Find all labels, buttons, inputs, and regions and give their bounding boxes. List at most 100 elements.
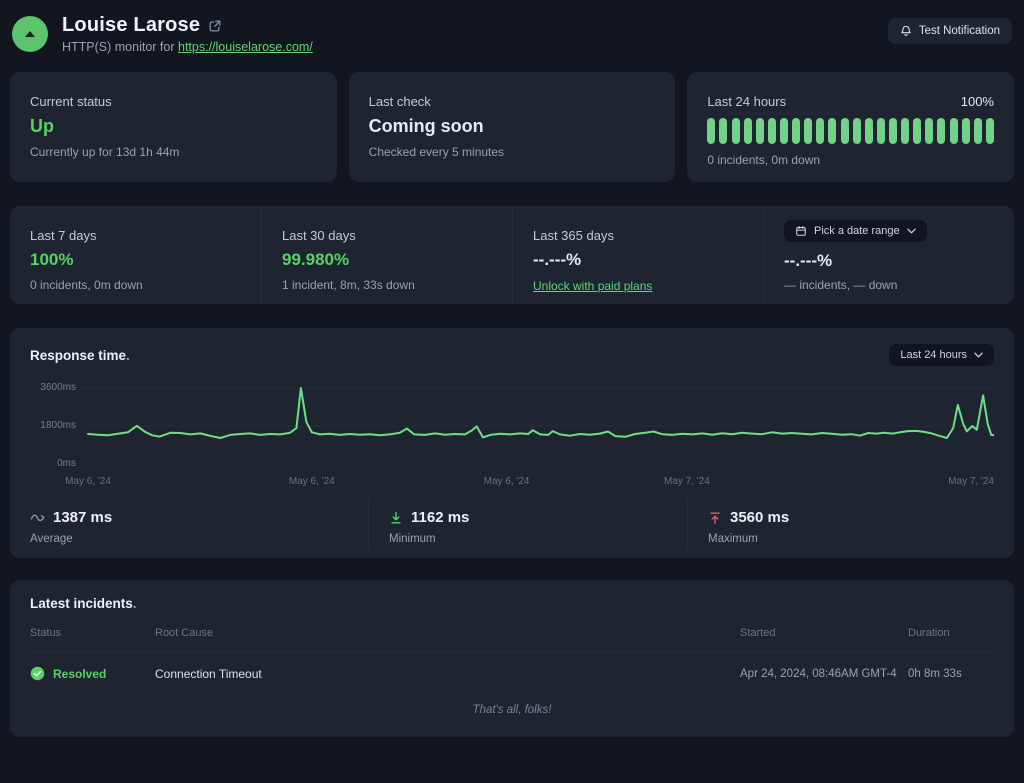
incident-started: Apr 24, 2024, 08:46AM GMT-4	[740, 667, 897, 680]
latest-incidents-title: Latest incidents.	[30, 596, 137, 611]
last-24-hours-label: Last 24 hours	[707, 94, 787, 109]
uptime-bar	[913, 118, 922, 144]
uptime-30-days-value: 99.980%	[282, 250, 350, 269]
average-wave-icon	[30, 510, 45, 525]
uptime-bar	[864, 118, 873, 144]
uptime-custom-value: --.---%	[784, 251, 833, 270]
last-24-hours-card: Last 24 hours 100% 0 incidents, 0m down	[687, 72, 1014, 182]
uptime-ranges-card: Last 7 days 100% 0 incidents, 0m down La…	[10, 206, 1014, 304]
current-status-label: Current status	[30, 94, 112, 109]
arrow-down-to-line-icon	[389, 511, 403, 525]
uptime-30-days-note: 1 incident, 8m, 33s down	[282, 278, 415, 292]
uptime-bar	[755, 118, 764, 144]
chart-range-dropdown[interactable]: Last 24 hours	[889, 344, 994, 366]
uptime-bar	[949, 118, 958, 144]
uptime-bar	[985, 118, 994, 144]
uptime-bar	[743, 118, 752, 144]
x-axis-tick: May 7, '24	[663, 476, 710, 487]
x-axis-tick: May 6, '24	[483, 476, 530, 487]
incidents-footer: That's all, folks!	[472, 704, 552, 716]
uptime-365-days-label: Last 365 days	[533, 228, 614, 243]
x-axis-tick: May 6, '24	[288, 476, 335, 487]
uptime-7-days-label: Last 7 days	[30, 228, 97, 243]
incident-status: Resolved	[53, 666, 107, 681]
monitor-subtitle: HTTP(S) monitor for https://louiselarose…	[62, 40, 874, 54]
stat-average-label: Average	[30, 533, 73, 545]
uptime-30-days-label: Last 30 days	[282, 228, 356, 243]
uptime-bar	[888, 118, 897, 144]
external-link-icon[interactable]	[208, 19, 222, 33]
last-24-hours-percent: 100%	[960, 94, 994, 109]
last-check-card: Last check Coming soon Checked every 5 m…	[348, 72, 676, 182]
x-axis-tick: May 6, '24	[65, 476, 111, 487]
uptime-7-days: Last 7 days 100% 0 incidents, 0m down	[10, 206, 261, 304]
current-status-card: Current status Up Currently up for 13d 1…	[10, 72, 337, 182]
incident-row: Resolved Connection Timeout Apr 24, 2024…	[30, 652, 994, 695]
y-axis-tick: 3600ms	[40, 382, 76, 393]
response-stats-row: 1387 ms Average 1162 ms Minimum	[30, 500, 994, 549]
uptime-custom-note: — incidents, — down	[784, 278, 898, 292]
uptime-bar	[719, 118, 728, 144]
chevron-down-icon	[906, 228, 916, 234]
response-chart-svg	[82, 387, 994, 465]
uptime-bar	[816, 118, 825, 144]
title-accent-dot: .	[132, 596, 137, 611]
uptime-bar	[779, 118, 788, 144]
status-page: Louise Larose HTTP(S) monitor for https:…	[10, 8, 1014, 737]
uptime-custom-range: Pick a date range --.---% — incidents, —…	[763, 206, 1014, 304]
uptime-bar	[792, 118, 801, 144]
col-started: Started	[740, 627, 776, 639]
uptime-bar	[731, 118, 740, 144]
title-accent-dot: .	[126, 347, 130, 363]
last-check-label: Last check	[368, 94, 431, 109]
uptime-bar	[876, 118, 885, 144]
chevron-down-icon	[974, 352, 983, 358]
x-axis-tick: May 7, '24	[948, 476, 994, 487]
test-notification-label: Test Notification	[918, 25, 1000, 37]
monitor-header: Louise Larose HTTP(S) monitor for https:…	[10, 8, 1014, 64]
chart-area: 0ms 1800ms 3600ms	[30, 380, 994, 472]
uptime-bar	[767, 118, 776, 144]
uptime-bar	[804, 118, 813, 144]
unlock-paid-plans-link[interactable]: Unlock with paid plans	[533, 279, 653, 293]
current-status-value: Up	[30, 116, 54, 136]
uptime-bar	[937, 118, 946, 144]
last-check-value: Coming soon	[368, 116, 484, 136]
subtitle-prefix: HTTP(S) monitor for	[62, 40, 178, 54]
calendar-icon	[795, 225, 807, 237]
y-axis-tick: 0ms	[57, 458, 76, 469]
uptime-bar	[840, 118, 849, 144]
date-range-picker-button[interactable]: Pick a date range	[784, 220, 927, 242]
col-duration: Duration	[908, 627, 950, 639]
up-caret-icon	[25, 31, 35, 37]
uptime-7-days-note: 0 incidents, 0m down	[30, 278, 143, 292]
monitor-url-link[interactable]: https://louiselarose.com/	[178, 40, 313, 54]
stat-average: 1387 ms Average	[30, 500, 368, 549]
date-range-picker-label: Pick a date range	[814, 225, 900, 237]
chart-range-label: Last 24 hours	[900, 349, 967, 361]
last-check-note: Checked every 5 minutes	[368, 145, 505, 159]
uptime-bar	[828, 118, 837, 144]
uptime-30-days: Last 30 days 99.980% 1 incident, 8m, 33s…	[261, 206, 512, 304]
incident-root-cause: Connection Timeout	[155, 666, 262, 681]
latest-incidents-card: Latest incidents. Status Root Cause Star…	[10, 580, 1014, 737]
uptime-bar	[707, 118, 716, 144]
uptime-bar	[925, 118, 934, 144]
col-status: Status	[30, 627, 62, 639]
uptime-bar	[852, 118, 861, 144]
uptime-bar	[961, 118, 970, 144]
x-axis-labels: May 6, '24 May 6, '24 May 6, '24 May 7, '24…	[30, 472, 994, 490]
response-time-card: Response time. Last 24 hours 0ms 1800ms 36…	[10, 328, 1014, 558]
response-time-title: Response time.	[30, 347, 130, 363]
uptime-bars	[707, 118, 994, 144]
uptime-bar	[973, 118, 982, 144]
monitor-title: Louise Larose	[62, 14, 201, 36]
uptime-7-days-value: 100%	[30, 250, 74, 269]
col-root-cause: Root Cause	[155, 627, 214, 639]
test-notification-button[interactable]: Test Notification	[887, 18, 1012, 44]
stat-maximum: 3560 ms Maximum	[687, 500, 994, 549]
stat-maximum-value: 3560 ms	[730, 509, 790, 526]
stat-minimum-value: 1162 ms	[411, 509, 470, 526]
y-axis-tick: 1800ms	[40, 420, 76, 431]
check-circle-icon	[30, 666, 45, 681]
